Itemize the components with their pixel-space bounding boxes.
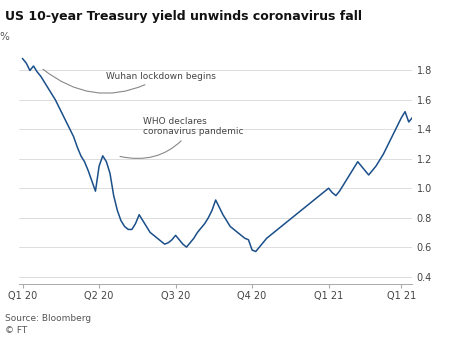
Text: US 10-year Treasury yield unwinds coronavirus fall: US 10-year Treasury yield unwinds corona… bbox=[5, 10, 362, 23]
Text: Source: Bloomberg: Source: Bloomberg bbox=[5, 314, 91, 323]
Text: Wuhan lockdown begins: Wuhan lockdown begins bbox=[43, 69, 216, 93]
Text: WHO declares
coronavirus pandemic: WHO declares coronavirus pandemic bbox=[120, 117, 243, 159]
Text: %: % bbox=[0, 31, 9, 42]
Text: © FT: © FT bbox=[5, 325, 27, 335]
